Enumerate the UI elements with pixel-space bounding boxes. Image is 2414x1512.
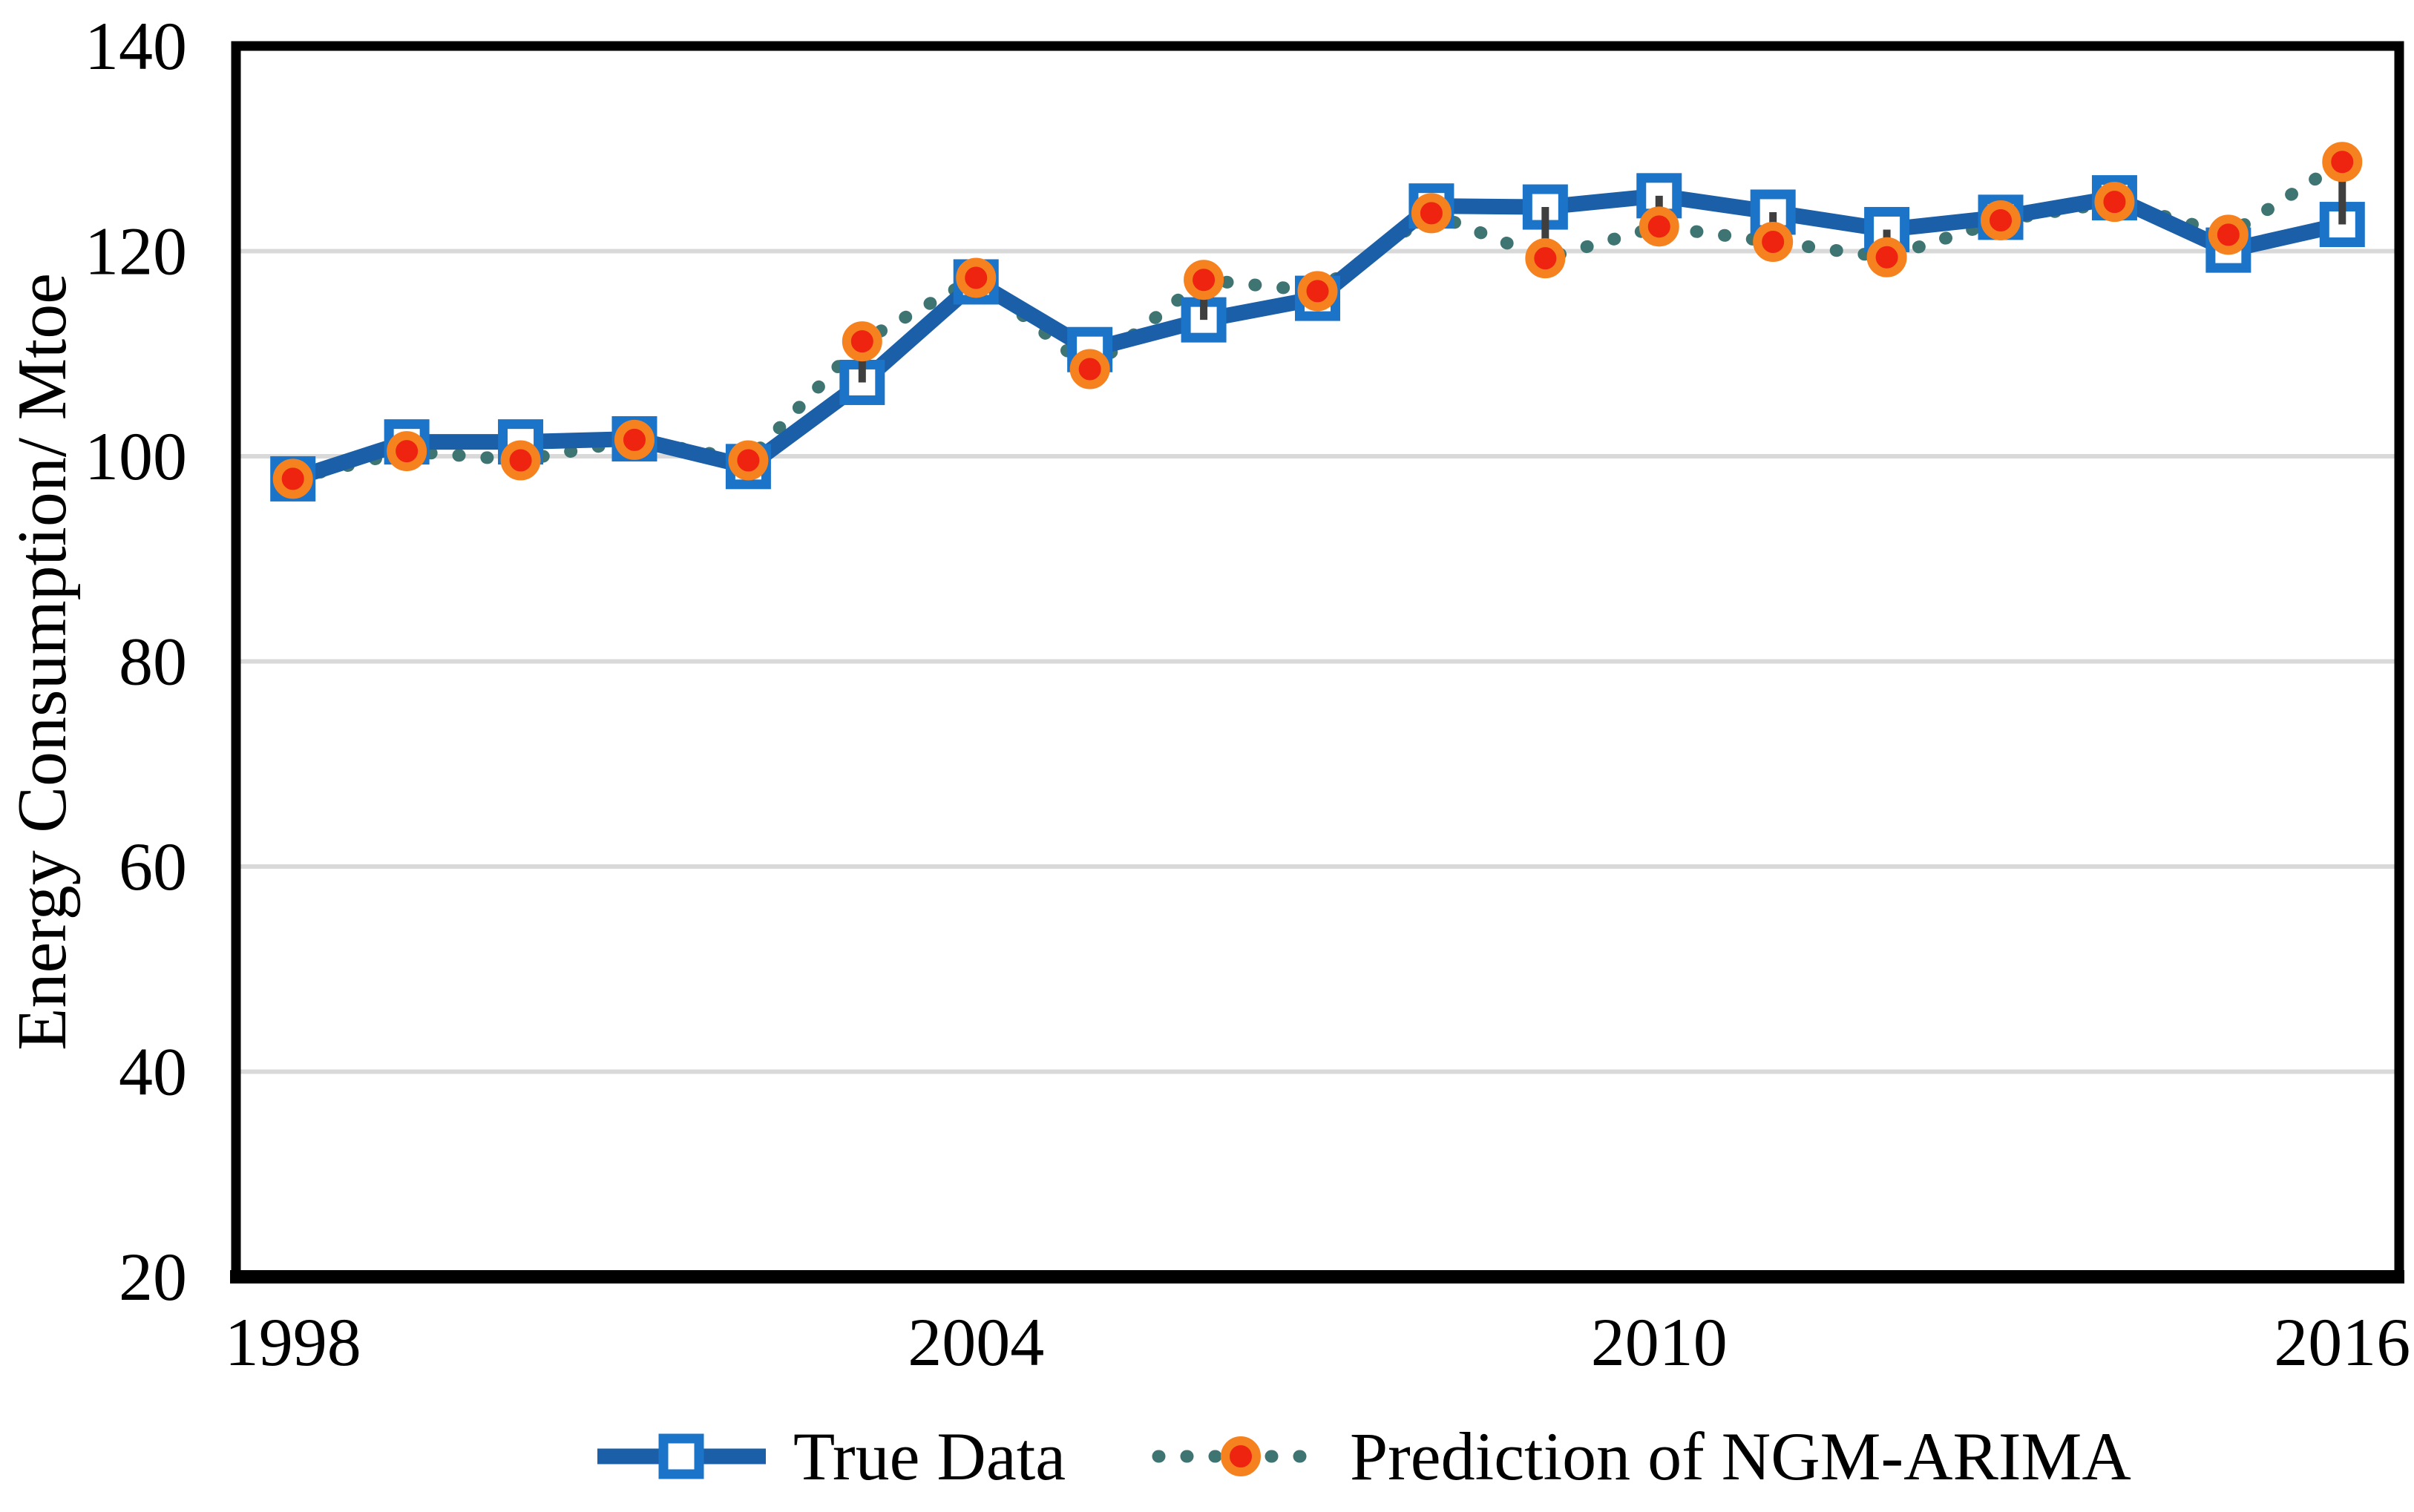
prediction-marker	[1753, 222, 1794, 263]
horizontal-gridlines	[236, 249, 2399, 1074]
prediction-marker	[387, 431, 427, 472]
prediction-marker	[2094, 182, 2135, 223]
prediction-marker	[2322, 142, 2363, 183]
y-tick-label: 20	[119, 1239, 187, 1315]
prediction-marker	[728, 440, 769, 481]
prediction-marker	[1639, 206, 1679, 247]
prediction-marker	[614, 419, 655, 460]
x-axis-tick-labels: 1998 2004 2010 2016	[225, 1304, 2411, 1380]
plot-frame	[230, 41, 2404, 1283]
true-data-line	[290, 188, 2344, 487]
y-tick-label: 60	[119, 829, 187, 904]
x-tick-label: 2004	[908, 1304, 1044, 1380]
prediction-marker	[2208, 214, 2249, 255]
legend-true-marker-sample	[658, 1433, 704, 1479]
prediction-marker	[842, 321, 882, 362]
prediction-marker	[956, 257, 997, 298]
legend: True Data Prediction of NGM-ARIMA	[597, 1419, 2131, 1494]
y-axis-tick-labels: 20 40 60 80 100 120 140	[85, 8, 187, 1315]
true-data-markers	[270, 173, 2365, 502]
prediction-markers	[272, 142, 2363, 499]
y-tick-label: 100	[85, 418, 187, 494]
legend-label-true-data: True Data	[793, 1419, 1066, 1494]
legend-label-prediction: Prediction of NGM-ARIMA	[1350, 1419, 2131, 1494]
prediction-marker	[1411, 193, 1452, 234]
legend-swatches	[597, 1433, 1329, 1479]
prediction-marker	[1297, 271, 1338, 312]
x-tick-label: 1998	[225, 1304, 361, 1380]
prediction-marker	[272, 458, 313, 499]
x-tick-label: 2010	[1591, 1304, 1728, 1380]
y-tick-label: 120	[85, 214, 187, 289]
y-tick-label: 40	[119, 1034, 187, 1110]
y-axis-title: Energy Consumption/ Mtoe	[4, 273, 81, 1051]
prediction-marker	[500, 440, 541, 481]
true-data-line	[290, 188, 2344, 487]
prediction-marker	[1981, 200, 2021, 241]
x-tick-label: 2016	[2274, 1304, 2410, 1380]
prediction-marker	[1184, 260, 1224, 300]
prediction-marker	[1525, 238, 1566, 279]
y-tick-label: 140	[85, 8, 187, 84]
prediction-marker	[1866, 237, 1907, 277]
legend-prediction-marker-sample	[1221, 1436, 1261, 1476]
y-tick-label: 80	[119, 624, 187, 700]
prediction-marker	[1069, 349, 1110, 389]
